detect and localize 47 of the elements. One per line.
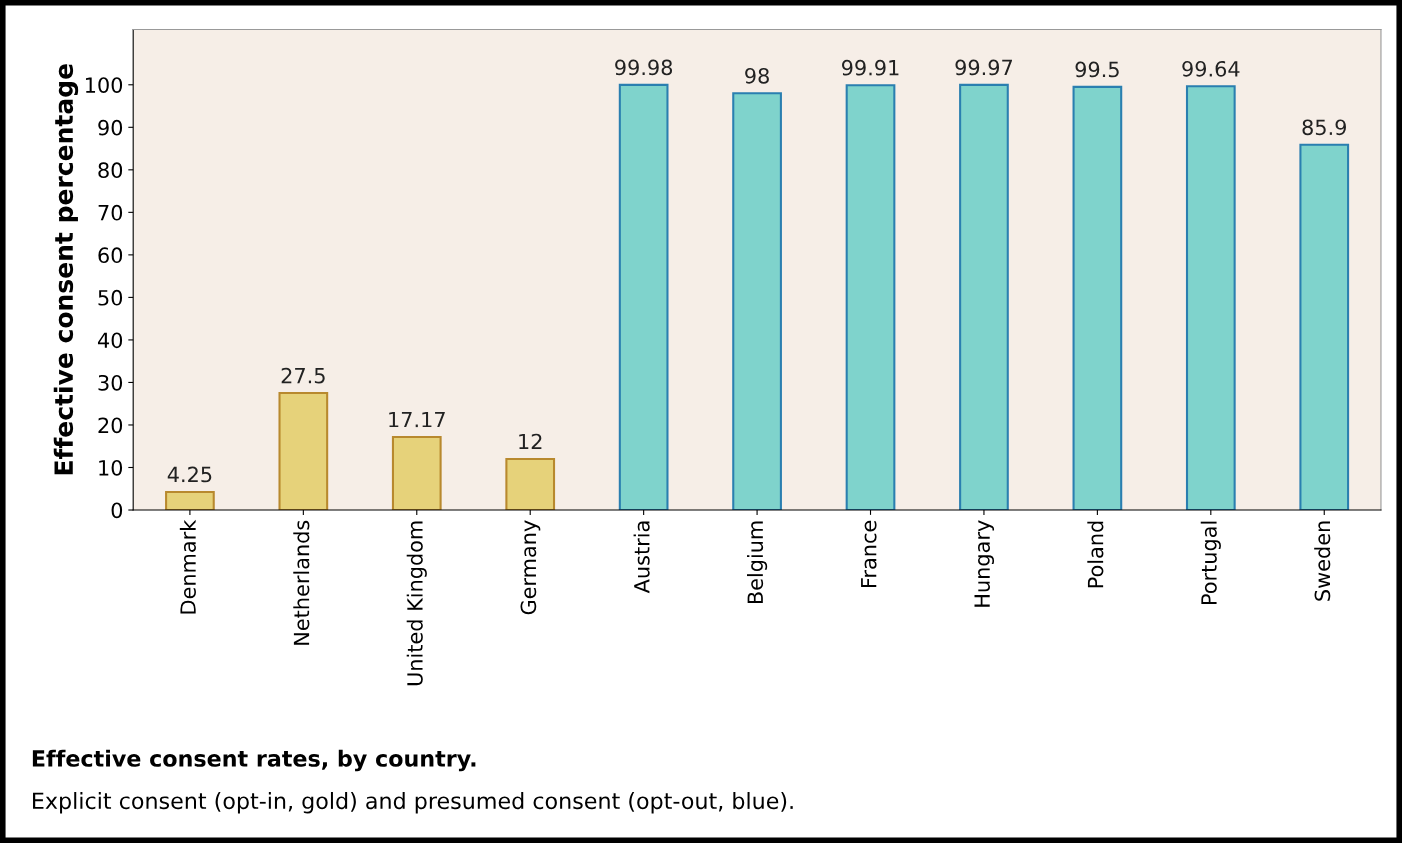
data-label: 17.17 <box>389 411 445 428</box>
x-tick-label: Portugal <box>1200 521 1221 604</box>
y-tick-label: 30 <box>98 374 123 391</box>
y-axis-title: Effective consent percentage <box>53 64 79 475</box>
bar <box>505 457 556 511</box>
data-label: 85.9 <box>1302 119 1346 136</box>
y-tick-label: 60 <box>98 247 123 264</box>
data-label: 99.64 <box>1182 60 1240 77</box>
x-tick-label: Belgium <box>747 521 768 604</box>
x-tick-label: Germany <box>520 520 541 615</box>
bar <box>959 83 1009 511</box>
data-label: 99.91 <box>842 59 899 76</box>
x-tick-label: Hungary <box>974 520 995 607</box>
text: Explicit consent (opt-in, gold) and presumed consent (opt-out, blue). <box>33 791 793 814</box>
data-label: 27.5 <box>281 367 325 384</box>
data-label: 99.97 <box>955 59 1012 76</box>
bar <box>278 392 329 511</box>
x-tick-label: Netherlands <box>293 520 310 645</box>
bar <box>1072 85 1123 511</box>
data-label: 99.98 <box>615 59 673 76</box>
data-label: 98 <box>745 67 769 84</box>
x-tick-label: Denmark <box>179 519 196 614</box>
bar <box>618 83 669 511</box>
y-tick-label: 20 <box>98 417 123 434</box>
y-tick-label: 10 <box>99 459 123 476</box>
x-tick-label: United Kingdom <box>406 521 427 686</box>
data-label: 4.25 <box>167 466 212 483</box>
x-tick-label: France <box>861 520 877 587</box>
y-tick-label: 40 <box>97 332 123 349</box>
text: Effective consent rates, by country. <box>32 749 476 772</box>
x-tick-label: Poland <box>1087 521 1104 588</box>
x-tick-label: Sweden <box>1314 521 1331 601</box>
y-tick-label: 90 <box>98 119 123 136</box>
x-tick-label: Austria <box>633 521 650 594</box>
data-label: 12 <box>519 433 542 450</box>
y-tick-label: 80 <box>98 162 123 179</box>
bar <box>165 490 215 511</box>
bar <box>391 435 442 511</box>
y-tick-label: 0 <box>111 502 123 519</box>
y-tick-label: 100 <box>85 77 123 93</box>
data-label: 99.5 <box>1075 61 1119 78</box>
bar <box>845 84 896 511</box>
y-tick-label: 50 <box>98 289 123 306</box>
bar <box>732 92 782 511</box>
bar <box>1299 143 1350 511</box>
y-tick-label: 70 <box>98 204 123 221</box>
bar <box>1185 85 1236 511</box>
